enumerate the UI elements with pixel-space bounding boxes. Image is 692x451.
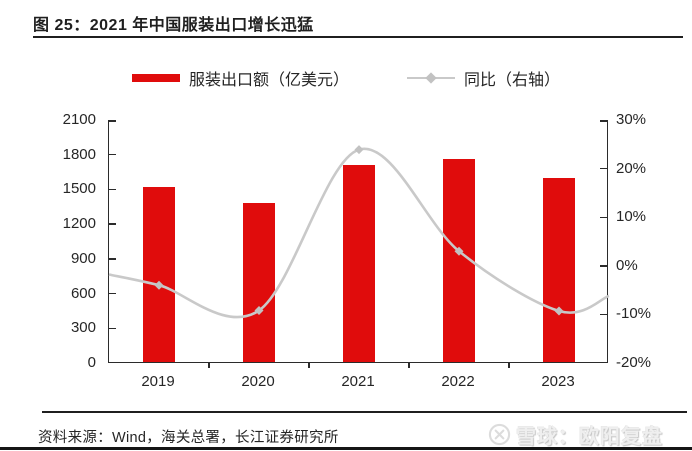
left-axis-tick-900: 900 <box>70 249 96 267</box>
right-axis-tick-0: 0% <box>616 256 638 274</box>
left-axis-tick-2100: 2100 <box>62 111 96 128</box>
left-axis-tick-0: 0 <box>87 354 96 371</box>
left-axis-tick-600: 600 <box>70 284 96 302</box>
line-series-swatch <box>407 72 455 84</box>
right-axis-tick-n20: -20% <box>616 354 652 371</box>
right-axis-tick-mark <box>600 313 607 316</box>
data-source-text: 资料来源：Wind，海关总署，长江证券研究所 <box>38 430 339 446</box>
xueqiu-logo-icon <box>488 423 511 446</box>
left-axis-tick-1200: 1200 <box>62 215 96 233</box>
x-axis-label-2021: 2021 <box>341 373 375 390</box>
legend-label-exports: 服装出口额（亿美元） <box>188 72 349 89</box>
left-axis-tick-1500: 1500 <box>62 180 96 198</box>
right-axis-tick-n10: -10% <box>616 305 652 323</box>
export-bar-2021 <box>343 164 375 362</box>
page-bottom-border <box>0 447 692 450</box>
left-axis-tick-mark <box>109 292 116 295</box>
export-bar-2019 <box>143 186 175 362</box>
right-axis-top-tick <box>600 120 607 122</box>
left-axis-top-tick <box>109 120 116 122</box>
x-axis-label-2020: 2020 <box>241 373 275 390</box>
watermark-text: 雪球：欧阳复盘 <box>516 426 663 448</box>
right-axis-tick-mark <box>600 216 607 218</box>
left-axis-tick-mark <box>109 223 116 225</box>
left-axis-tick-mark <box>109 327 116 330</box>
export-bar-2023 <box>543 177 575 362</box>
title-divider <box>33 36 683 39</box>
legend-item-exports: 服装出口额（亿美元） <box>131 66 349 90</box>
yoy-line-chart <box>108 145 610 319</box>
left-axis-tick-mark <box>109 188 116 191</box>
legend-label-yoy: 同比（右轴） <box>464 72 561 89</box>
export-bar-2020 <box>243 203 275 362</box>
right-axis-tick-mark <box>600 167 607 170</box>
right-axis-tick-20: 20% <box>616 159 647 177</box>
right-axis-tick-10: 10% <box>616 208 647 226</box>
x-axis-tick-mark <box>508 363 510 368</box>
legend-item-yoy: 同比（右轴） <box>407 66 560 90</box>
right-axis-tick-mark <box>600 265 607 267</box>
line-swatch-marker-icon <box>425 72 437 84</box>
left-axis-tick-mark <box>109 258 116 260</box>
x-axis-tick-mark <box>308 363 310 368</box>
x-axis-tick-mark <box>408 363 410 368</box>
footer-divider <box>42 411 687 414</box>
left-axis-tick-mark <box>109 153 116 156</box>
x-axis-label-2019: 2019 <box>141 373 175 390</box>
watermark: 雪球：欧阳复盘 <box>488 420 663 449</box>
bar-series-swatch <box>131 74 180 82</box>
chart-legend: 服装出口额（亿美元） 同比（右轴） <box>0 66 692 90</box>
page-title: 图 25：2021 年中国服装出口增长迅猛 <box>33 17 314 34</box>
plot-area <box>108 120 610 368</box>
x-axis-tick-mark <box>208 363 210 368</box>
x-axis-label-2022: 2022 <box>441 373 475 390</box>
right-axis-tick-30: 30% <box>616 111 647 128</box>
left-axis-tick-1800: 1800 <box>62 145 96 163</box>
left-axis-tick-300: 300 <box>70 319 96 337</box>
x-axis-label-2023: 2023 <box>541 373 575 390</box>
